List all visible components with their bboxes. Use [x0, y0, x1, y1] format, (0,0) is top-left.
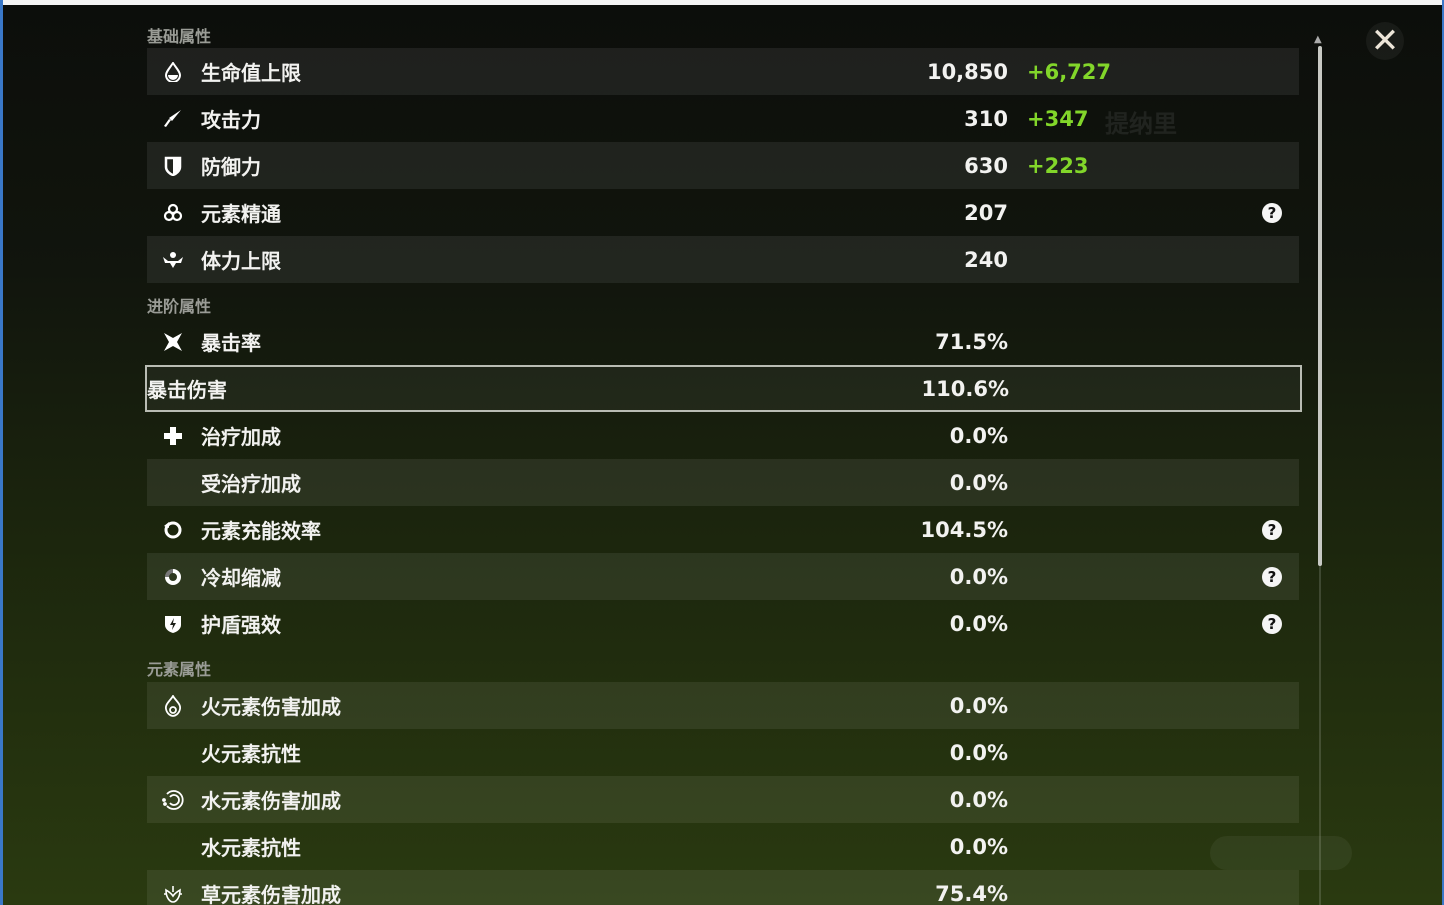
stat-row[interactable]: 暴击伤害 110.6%: [145, 365, 1302, 412]
stat-value: 104.5%: [920, 517, 1008, 542]
stat-value: 240: [964, 247, 1008, 272]
stat-value: 71.5%: [935, 329, 1008, 354]
stat-bonus: +223: [1027, 153, 1089, 178]
crit-rate-icon: [162, 331, 184, 353]
stat-label: 暴击率: [201, 331, 261, 355]
stat-label: 火元素伤害加成: [201, 695, 341, 719]
hp-drop-icon: [162, 61, 184, 83]
cooldown-icon: [162, 566, 184, 588]
dendro-icon: [162, 883, 184, 905]
pyro-icon: [162, 694, 184, 717]
stat-label: 草元素伤害加成: [201, 883, 341, 905]
stat-row[interactable]: 火元素抗性 0.0%: [147, 729, 1299, 776]
stat-value: 0.0%: [949, 611, 1008, 636]
stat-row[interactable]: 火元素伤害加成 0.0%: [147, 682, 1299, 729]
shield-strength-icon: [162, 613, 184, 635]
stat-value: 0.0%: [949, 423, 1008, 448]
stat-label: 攻击力: [201, 108, 261, 132]
window-right-edge: [1442, 0, 1444, 905]
stat-row[interactable]: 元素精通 207?: [147, 189, 1299, 236]
energy-recharge-icon: [162, 519, 184, 541]
hydro-icon: [162, 789, 184, 811]
stat-value: 0.0%: [949, 740, 1008, 765]
stat-row[interactable]: 防御力 630 +223: [147, 142, 1299, 189]
stat-value: 630: [964, 153, 1008, 178]
elemental-mastery-icon: [162, 202, 184, 224]
stat-label: 水元素抗性: [201, 836, 301, 860]
stat-label: 元素精通: [201, 202, 281, 226]
stat-label: 护盾强效: [201, 613, 281, 637]
help-icon[interactable]: ?: [1262, 613, 1282, 634]
stat-value: 0.0%: [949, 564, 1008, 589]
section-title-elemental: 元素属性: [147, 660, 212, 679]
scroll-up-arrow-icon: ▲: [1314, 34, 1322, 45]
section-title-advanced: 进阶属性: [147, 297, 212, 316]
stat-row[interactable]: 暴击率 71.5%: [147, 318, 1299, 365]
stat-row[interactable]: 攻击力 310 +347: [147, 95, 1299, 142]
stat-row[interactable]: 护盾强效 0.0%?: [147, 600, 1299, 647]
stat-value: 0.0%: [949, 834, 1008, 859]
healing-cross-icon: [162, 425, 184, 447]
help-icon[interactable]: ?: [1262, 202, 1282, 223]
stat-value: 0.0%: [949, 693, 1008, 718]
stat-value: 207: [964, 200, 1008, 225]
stat-label: 元素充能效率: [201, 519, 321, 543]
background-ascend-button: [1210, 836, 1352, 870]
stat-label: 受治疗加成: [201, 472, 301, 496]
scrollbar-thumb[interactable]: [1318, 46, 1322, 566]
stat-value: 110.6%: [921, 376, 1009, 401]
stat-row[interactable]: 体力上限 240: [147, 236, 1299, 283]
background-character-name: 提纳里: [1105, 110, 1177, 138]
window-left-edge: [0, 0, 3, 905]
close-button[interactable]: ✕: [1366, 21, 1404, 61]
stat-label: 治疗加成: [201, 425, 281, 449]
stat-row[interactable]: 水元素伤害加成 0.0%: [147, 776, 1299, 823]
stat-row[interactable]: 水元素抗性 0.0%: [147, 823, 1299, 870]
sword-icon: [162, 108, 184, 130]
stat-row[interactable]: 草元素伤害加成 75.4%: [147, 870, 1299, 905]
stat-value: 75.4%: [935, 881, 1008, 905]
stat-label: 冷却缩减: [201, 566, 281, 590]
stat-label: 防御力: [201, 155, 261, 179]
stat-row[interactable]: 元素充能效率 104.5%?: [147, 506, 1299, 553]
stat-value: 0.0%: [949, 470, 1008, 495]
close-icon: ✕: [1370, 21, 1400, 61]
stat-bonus: +6,727: [1027, 59, 1112, 84]
stat-label: 暴击伤害: [147, 378, 227, 402]
help-icon[interactable]: ?: [1262, 519, 1282, 540]
window-top-strip: [0, 0, 1444, 5]
stat-value: 310: [964, 106, 1008, 131]
stat-row[interactable]: 生命值上限 10,850 +6,727: [147, 48, 1299, 95]
stat-label: 生命值上限: [201, 61, 301, 85]
stat-label: 火元素抗性: [201, 742, 301, 766]
section-title-base: 基础属性: [147, 27, 212, 46]
stat-row[interactable]: 治疗加成 0.0%: [147, 412, 1299, 459]
shield-icon: [162, 155, 184, 177]
stamina-icon: [162, 249, 184, 271]
stat-value: 0.0%: [949, 787, 1008, 812]
stat-label: 水元素伤害加成: [201, 789, 341, 813]
stat-row[interactable]: 受治疗加成 0.0%: [147, 459, 1299, 506]
stat-bonus: +347: [1027, 106, 1089, 131]
help-icon[interactable]: ?: [1262, 566, 1282, 587]
stat-value: 10,850: [926, 59, 1008, 84]
stat-label: 体力上限: [201, 249, 281, 273]
stat-row[interactable]: 冷却缩减 0.0%?: [147, 553, 1299, 600]
